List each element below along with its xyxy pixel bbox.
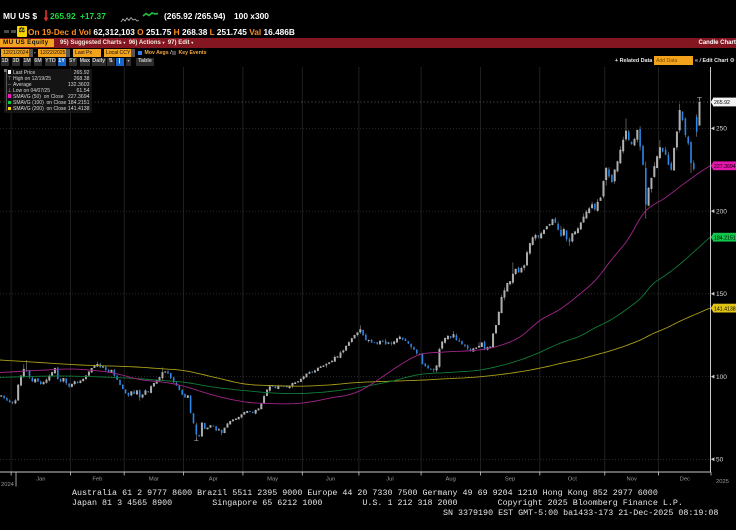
- svg-text:250: 250: [716, 126, 727, 133]
- svg-text:Mar: Mar: [149, 477, 159, 483]
- svg-text:2024: 2024: [1, 482, 15, 488]
- svg-text:Jan: Jan: [36, 477, 45, 483]
- svg-text:Aug: Aug: [446, 477, 456, 483]
- svg-text:Sep: Sep: [505, 477, 515, 483]
- svg-text:184.2151: 184.2151: [714, 235, 736, 241]
- svg-text:Oct: Oct: [568, 477, 577, 483]
- svg-text:2025: 2025: [716, 479, 729, 485]
- svg-text:Feb: Feb: [92, 477, 102, 483]
- svg-text:Dec: Dec: [680, 477, 690, 483]
- svg-text:May: May: [267, 477, 278, 483]
- svg-text:Jul: Jul: [386, 477, 393, 483]
- svg-text:227.3694: 227.3694: [714, 164, 736, 170]
- svg-text:100: 100: [716, 374, 727, 381]
- svg-text:Apr: Apr: [209, 477, 218, 483]
- svg-text:141.4138: 141.4138: [714, 306, 736, 312]
- svg-text:265.92: 265.92: [714, 100, 730, 106]
- svg-text:Jun: Jun: [326, 477, 335, 483]
- svg-text:50: 50: [716, 457, 724, 464]
- svg-text:150: 150: [716, 291, 727, 298]
- svg-text:200: 200: [716, 208, 727, 215]
- svg-text:Nov: Nov: [627, 477, 637, 483]
